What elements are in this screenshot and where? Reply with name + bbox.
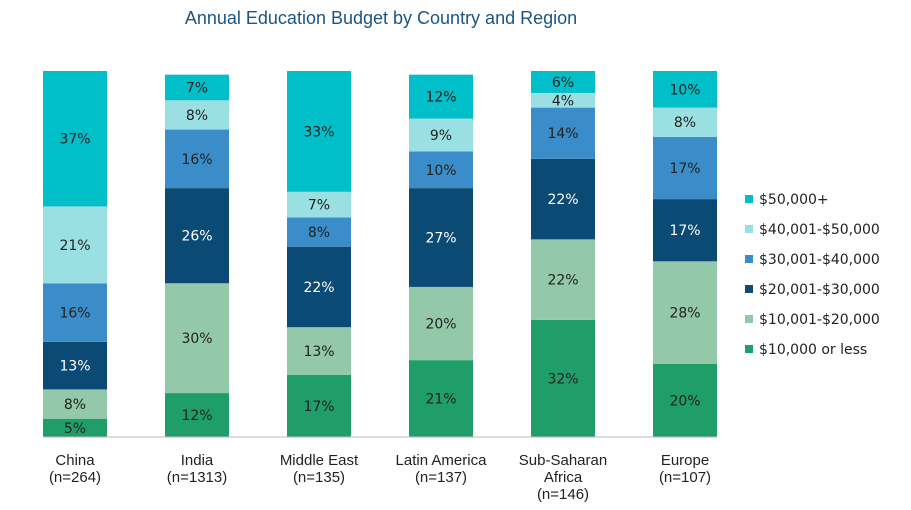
data-label: 12% — [181, 408, 212, 424]
bar-segment — [409, 286, 473, 361]
bar-segment — [409, 151, 473, 189]
bar-segment — [653, 199, 717, 262]
bar-segment — [531, 158, 595, 240]
data-label: 7% — [308, 198, 330, 214]
x-tick-label: China — [55, 452, 95, 469]
bar-segment — [287, 191, 351, 218]
bar-segment — [43, 71, 107, 207]
legend-label: $20,001-$30,000 — [759, 282, 880, 298]
data-label: 27% — [425, 231, 456, 247]
data-label: 10% — [669, 82, 700, 98]
legend-swatch — [745, 345, 753, 353]
data-label: 20% — [425, 317, 456, 333]
data-label: 9% — [430, 128, 452, 144]
data-label: 8% — [64, 397, 86, 413]
bar-segment — [653, 261, 717, 364]
data-label: 8% — [186, 108, 208, 124]
legend-swatch — [745, 285, 753, 293]
data-label: 17% — [669, 161, 700, 177]
bar-segment — [531, 107, 595, 159]
x-tick-label: Middle East — [280, 452, 359, 469]
bar-segment — [531, 319, 595, 437]
bar-segment — [287, 246, 351, 328]
bar-segment — [43, 341, 107, 390]
chart-title: Annual Education Budget by Country and R… — [185, 8, 577, 28]
legend-label: $30,001-$40,000 — [759, 252, 880, 268]
bar-segment — [653, 71, 717, 108]
legend-swatch — [745, 195, 753, 203]
bar-segment — [287, 217, 351, 247]
legend-swatch — [745, 255, 753, 263]
bar-segment — [43, 206, 107, 284]
bar-segment — [165, 100, 229, 130]
data-label: 17% — [303, 399, 334, 415]
data-label: 17% — [669, 223, 700, 239]
data-label: 21% — [425, 392, 456, 408]
bar-segment — [287, 327, 351, 375]
legend-label: $10,001-$20,000 — [759, 312, 880, 328]
bar-segment — [287, 374, 351, 437]
x-tick-label: Sub-Saharan — [519, 452, 607, 469]
data-label: 7% — [186, 80, 208, 96]
bar-segment — [653, 107, 717, 137]
legend-label: $10,000 or less — [759, 342, 867, 358]
data-label: 22% — [547, 273, 578, 289]
data-label: 32% — [547, 371, 578, 387]
data-label: 5% — [64, 421, 86, 437]
bar-segment — [409, 188, 473, 287]
bar-segment — [43, 418, 107, 437]
bar-segment — [653, 363, 717, 437]
bar-segment — [165, 283, 229, 394]
x-tick-label: (n=137) — [415, 469, 467, 486]
data-label: 16% — [181, 152, 212, 168]
legend-swatch — [745, 315, 753, 323]
x-tick-label: (n=1313) — [167, 469, 227, 486]
legend-label: $50,000+ — [759, 192, 829, 208]
data-label: 21% — [59, 238, 90, 254]
data-label: 14% — [547, 126, 578, 142]
bar-segment — [165, 129, 229, 189]
bar-segment — [409, 118, 473, 152]
bar-segment — [531, 239, 595, 320]
data-label: 8% — [308, 225, 330, 241]
bar-segment — [409, 360, 473, 437]
data-label: 33% — [303, 124, 334, 140]
bar-segment — [287, 71, 351, 192]
legend-swatch — [745, 225, 753, 233]
data-label: 6% — [552, 75, 574, 91]
x-tick-label: (n=135) — [293, 469, 345, 486]
data-label: 8% — [674, 115, 696, 131]
data-label: 4% — [552, 93, 574, 109]
x-tick-label: Europe — [661, 452, 709, 469]
data-label: 13% — [59, 359, 90, 375]
bar-segment — [653, 136, 717, 200]
bar-segment — [531, 92, 595, 108]
data-label: 26% — [181, 229, 212, 245]
bar-segment — [165, 74, 229, 101]
bar-segment — [531, 71, 595, 93]
legend-label: $40,001-$50,000 — [759, 222, 880, 238]
data-label: 16% — [59, 306, 90, 322]
data-label: 12% — [425, 90, 456, 106]
data-label: 37% — [59, 132, 90, 148]
bar-segment — [43, 389, 107, 419]
bar-segment — [165, 393, 229, 437]
data-label: 13% — [303, 344, 334, 360]
bar-segment — [43, 283, 107, 342]
x-tick-label: Africa — [544, 469, 583, 486]
x-tick-label: (n=264) — [49, 469, 101, 486]
data-label: 22% — [547, 192, 578, 208]
x-tick-label: (n=107) — [659, 469, 711, 486]
x-tick-label: India — [181, 452, 214, 469]
x-tick-label: (n=146) — [537, 486, 589, 503]
x-tick-label: Latin America — [396, 452, 488, 469]
bar-segment — [409, 74, 473, 119]
data-label: 10% — [425, 163, 456, 179]
data-label: 20% — [669, 393, 700, 409]
data-label: 22% — [303, 280, 334, 296]
data-label: 28% — [669, 306, 700, 322]
bar-segment — [165, 188, 229, 284]
data-label: 30% — [181, 331, 212, 347]
